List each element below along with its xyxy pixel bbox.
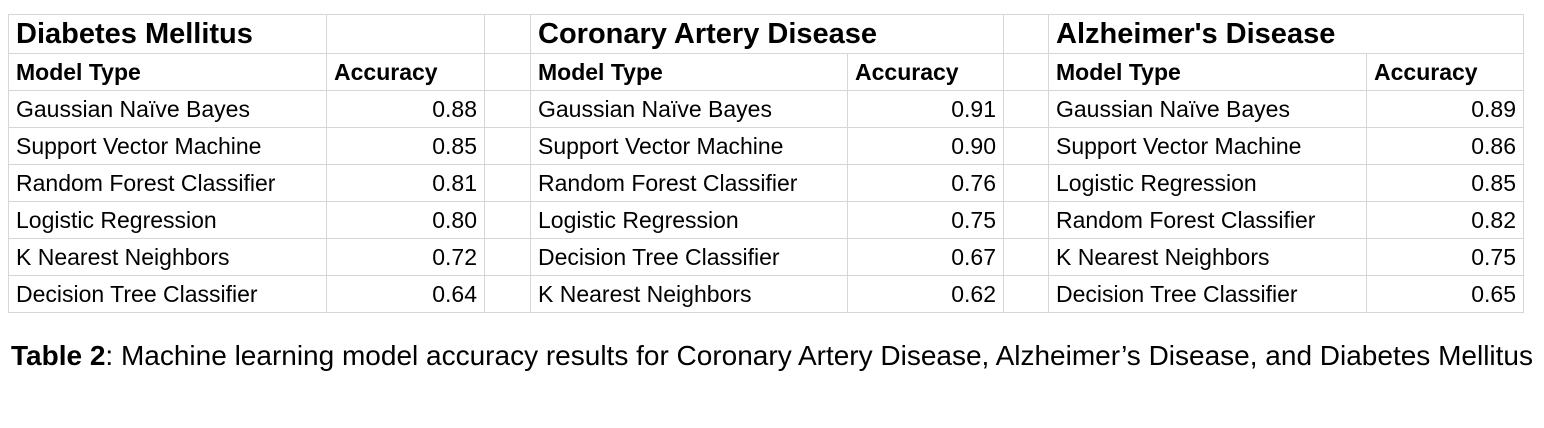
empty-cell bbox=[326, 14, 485, 54]
model-name-cell: Logistic Regression bbox=[530, 201, 848, 239]
spacer-cell bbox=[484, 127, 531, 165]
spacer-cell bbox=[1003, 53, 1049, 91]
caption-label: Table 2 bbox=[11, 340, 106, 371]
accuracy-cell: 0.67 bbox=[847, 238, 1004, 276]
model-name-cell: Support Vector Machine bbox=[1048, 127, 1367, 165]
model-name-cell: K Nearest Neighbors bbox=[530, 275, 848, 313]
group-title-coronary: Coronary Artery Disease bbox=[530, 14, 1004, 54]
spacer-cell bbox=[1003, 90, 1049, 128]
accuracy-cell: 0.72 bbox=[326, 238, 485, 276]
accuracy-cell: 0.62 bbox=[847, 275, 1004, 313]
accuracy-cell: 0.86 bbox=[1365, 127, 1525, 165]
model-name-cell: Random Forest Classifier bbox=[8, 164, 327, 202]
model-name-cell: Support Vector Machine bbox=[8, 127, 327, 165]
model-name-cell: Logistic Regression bbox=[1048, 164, 1367, 202]
table-caption: Table 2: Machine learning model accuracy… bbox=[0, 338, 1544, 374]
spacer-cell bbox=[484, 275, 531, 313]
accuracy-cell: 0.89 bbox=[1365, 90, 1525, 128]
model-name-cell: Logistic Regression bbox=[8, 201, 327, 239]
accuracy-cell: 0.85 bbox=[1365, 164, 1525, 202]
spacer-cell bbox=[484, 238, 531, 276]
model-name-cell: K Nearest Neighbors bbox=[8, 238, 327, 276]
header-model-type: Model Type bbox=[8, 53, 327, 91]
accuracy-cell: 0.64 bbox=[326, 275, 485, 313]
model-name-cell: Support Vector Machine bbox=[530, 127, 848, 165]
header-accuracy: Accuracy bbox=[847, 53, 1004, 91]
spacer-cell bbox=[484, 164, 531, 202]
accuracy-results-table: Diabetes Mellitus Coronary Artery Diseas… bbox=[8, 14, 1525, 313]
table-row: Support Vector Machine 0.85 Support Vect… bbox=[8, 127, 1525, 165]
accuracy-cell: 0.81 bbox=[326, 164, 485, 202]
spacer-cell bbox=[484, 14, 531, 54]
spacer-cell bbox=[1003, 127, 1049, 165]
accuracy-cell: 0.65 bbox=[1365, 275, 1525, 313]
spacer-cell bbox=[484, 201, 531, 239]
model-name-cell: Gaussian Naïve Bayes bbox=[530, 90, 848, 128]
table-row: Gaussian Naïve Bayes 0.88 Gaussian Naïve… bbox=[8, 90, 1525, 128]
column-header-row: Model Type Accuracy Model Type Accuracy … bbox=[8, 53, 1525, 91]
spacer-cell bbox=[1003, 14, 1049, 54]
header-model-type: Model Type bbox=[1048, 53, 1367, 91]
header-accuracy: Accuracy bbox=[326, 53, 485, 91]
table-row: Logistic Regression 0.80 Logistic Regres… bbox=[8, 201, 1525, 239]
spacer-cell bbox=[1003, 201, 1049, 239]
accuracy-cell: 0.75 bbox=[847, 201, 1004, 239]
accuracy-cell: 0.91 bbox=[847, 90, 1004, 128]
group-title-row: Diabetes Mellitus Coronary Artery Diseas… bbox=[8, 14, 1525, 54]
header-model-type: Model Type bbox=[530, 53, 848, 91]
model-name-cell: Gaussian Naïve Bayes bbox=[8, 90, 327, 128]
accuracy-cell: 0.80 bbox=[326, 201, 485, 239]
accuracy-cell: 0.90 bbox=[847, 127, 1004, 165]
header-accuracy: Accuracy bbox=[1365, 53, 1525, 91]
table-row: K Nearest Neighbors 0.72 Decision Tree C… bbox=[8, 238, 1525, 276]
model-name-cell: Gaussian Naïve Bayes bbox=[1048, 90, 1367, 128]
model-name-cell: Decision Tree Classifier bbox=[1048, 275, 1367, 313]
model-name-cell: Decision Tree Classifier bbox=[530, 238, 848, 276]
spacer-cell bbox=[1003, 275, 1049, 313]
accuracy-cell: 0.75 bbox=[1365, 238, 1525, 276]
caption-text: : Machine learning model accuracy result… bbox=[105, 340, 1533, 371]
accuracy-cell: 0.82 bbox=[1365, 201, 1525, 239]
spacer-cell bbox=[484, 90, 531, 128]
group-title-diabetes: Diabetes Mellitus bbox=[8, 14, 327, 54]
model-name-cell: Random Forest Classifier bbox=[1048, 201, 1367, 239]
model-name-cell: Random Forest Classifier bbox=[530, 164, 848, 202]
table-row: Decision Tree Classifier 0.64 K Nearest … bbox=[8, 275, 1525, 313]
model-name-cell: Decision Tree Classifier bbox=[8, 275, 327, 313]
accuracy-cell: 0.88 bbox=[326, 90, 485, 128]
accuracy-cell: 0.85 bbox=[326, 127, 485, 165]
spacer-cell bbox=[484, 53, 531, 91]
spacer-cell bbox=[1003, 164, 1049, 202]
spacer-cell bbox=[1003, 238, 1049, 276]
accuracy-cell: 0.76 bbox=[847, 164, 1004, 202]
model-name-cell: K Nearest Neighbors bbox=[1048, 238, 1367, 276]
results-table-container: Diabetes Mellitus Coronary Artery Diseas… bbox=[8, 14, 1525, 313]
group-title-alzheimers: Alzheimer's Disease bbox=[1047, 14, 1525, 54]
table-row: Random Forest Classifier 0.81 Random For… bbox=[8, 164, 1525, 202]
